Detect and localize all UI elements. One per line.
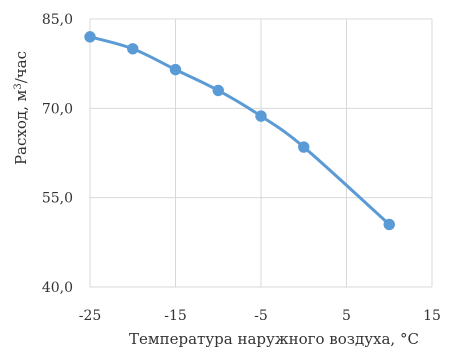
data-point: [84, 31, 96, 43]
x-tick-label: 15: [423, 308, 441, 324]
y-tick-label: 85,0: [42, 12, 73, 28]
x-tick-label: -5: [254, 308, 268, 324]
y-axis-title-suffix: /час: [12, 51, 30, 83]
data-point: [255, 110, 267, 122]
grid-layer: [89, 18, 433, 288]
data-point: [169, 63, 182, 76]
x-axis-title: Температура наружного воздуха, °C: [129, 330, 419, 348]
labels-layer: -25 -15 -5 5 15 40,0 55,0 70,0 85,0: [42, 12, 441, 324]
y-axis-title: Расход, м3/час: [12, 51, 30, 165]
data-point: [127, 43, 139, 55]
data-point: [383, 218, 395, 231]
data-point: [298, 141, 310, 153]
data-point: [212, 84, 224, 97]
series-line: [88, 35, 391, 226]
x-tick-label: -15: [164, 308, 187, 324]
y-tick-label: 40,0: [42, 280, 73, 296]
y-axis-title-prefix: Расход, м: [12, 89, 30, 165]
y-tick-label: 55,0: [42, 191, 73, 207]
series-layer: [84, 31, 395, 231]
y-tick-label: 70,0: [42, 101, 73, 117]
x-tick-label: 5: [342, 308, 351, 324]
y-axis-title-superscript: 3: [13, 83, 24, 89]
x-tick-label: -25: [79, 308, 102, 324]
